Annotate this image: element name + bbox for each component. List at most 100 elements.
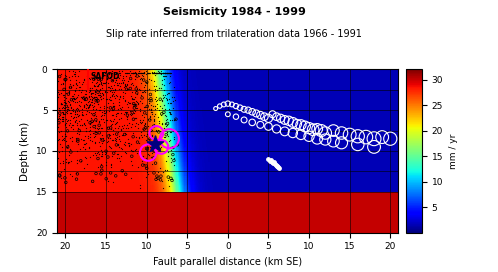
Point [82,112,90,116]
Point [138,113,146,117]
Point [88,95,96,99]
Point [166,110,174,115]
Point [68,97,76,101]
Point [272,163,280,168]
Point [64,145,72,149]
Point [159,71,167,76]
Point [104,179,112,183]
Point [127,159,135,163]
Point [57,102,65,106]
Point [139,162,147,166]
Point [78,112,86,117]
Point [99,92,107,96]
Point [102,160,110,164]
Point [71,70,79,75]
Point [132,71,140,76]
Point [78,82,86,86]
Point [163,168,171,172]
Point [256,123,264,127]
Point [58,138,66,142]
Point [134,102,142,106]
Point [61,176,69,180]
Point [98,112,106,117]
Point [130,111,138,115]
Point [135,98,143,103]
Point [97,81,105,86]
Point [55,107,63,112]
Point [89,152,97,157]
Point [60,108,68,112]
Point [59,117,67,121]
Point [165,71,173,76]
Point [139,126,147,131]
Point [159,71,167,76]
Point [158,130,166,134]
Point [150,78,158,83]
Point [139,71,147,76]
Point [151,71,159,76]
Point [163,92,171,96]
Point [107,98,115,102]
Point [140,89,148,93]
Point [110,113,118,117]
Point [54,125,62,129]
Point [89,104,97,109]
Point [87,119,95,123]
Point [289,120,297,125]
Point [128,71,136,76]
Point [97,97,105,101]
Point [74,141,82,146]
Point [128,112,136,116]
Point [108,90,116,94]
Point [123,71,130,76]
Point [140,122,148,126]
Point [141,111,149,115]
Point [78,123,86,127]
Point [166,110,174,114]
Point [138,101,146,105]
Point [275,166,283,170]
Point [55,137,63,141]
Point [362,135,370,139]
Point [170,118,178,122]
Point [53,87,61,91]
Point [167,101,175,105]
Point [111,103,119,108]
Point [80,78,88,82]
Point [95,123,103,128]
Point [91,129,99,133]
Point [115,107,123,111]
Point [165,71,173,76]
Point [82,92,90,96]
Point [148,128,156,132]
Point [110,119,118,123]
Point [130,71,138,76]
Point [268,161,276,165]
Point [74,137,82,142]
Point [129,71,137,76]
Point [59,110,67,115]
Point [97,77,105,82]
Point [123,110,131,115]
Point [131,103,139,108]
Point [63,145,71,150]
Point [69,94,77,98]
Point [154,69,162,73]
Point [105,85,113,89]
Point [156,142,164,146]
Point [159,125,167,130]
Point [160,168,168,172]
Point [148,71,156,76]
Point [85,94,93,98]
Point [86,102,94,107]
Point [56,113,64,118]
Point [100,96,108,100]
Point [137,71,145,76]
Point [264,124,272,129]
Point [115,103,123,107]
Point [152,71,160,76]
Point [131,116,139,120]
Point [117,110,125,115]
Point [80,97,88,102]
Point [157,71,165,76]
